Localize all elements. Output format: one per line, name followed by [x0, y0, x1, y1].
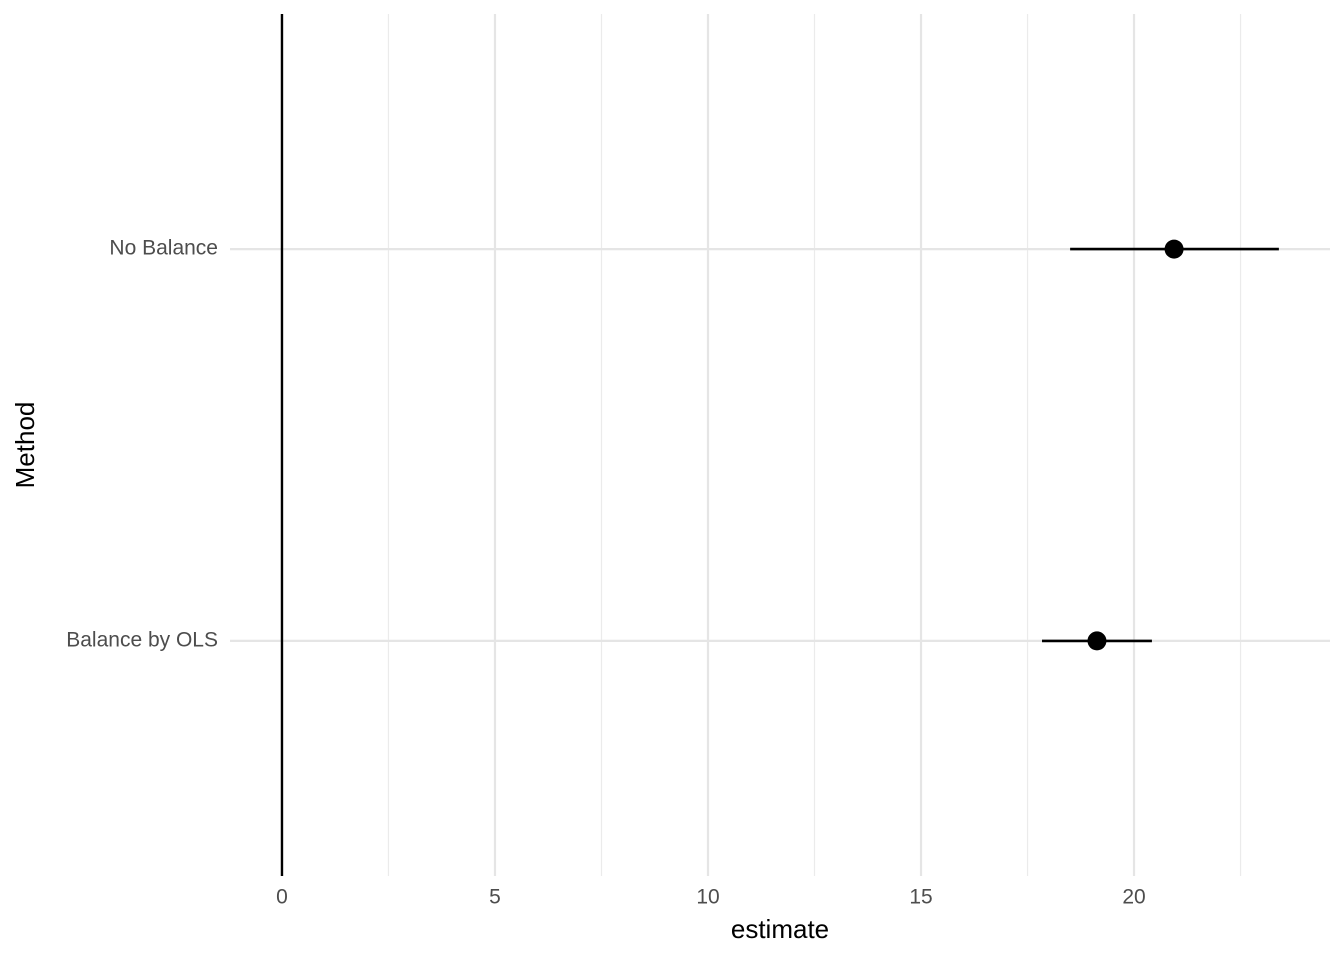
- x-tick-label: 10: [696, 886, 719, 909]
- x-tick-label: 20: [1122, 886, 1145, 909]
- point: [1087, 631, 1107, 651]
- x-tick-label: 5: [489, 886, 501, 909]
- x-tick-label: 0: [276, 886, 288, 909]
- y-axis-title: Method: [10, 402, 40, 489]
- x-axis-title: estimate: [731, 914, 829, 944]
- y-tick-label: No Balance: [109, 237, 218, 260]
- x-tick-label: 15: [909, 886, 932, 909]
- y-tick-label: Balance by OLS: [66, 628, 218, 651]
- point: [1164, 239, 1184, 259]
